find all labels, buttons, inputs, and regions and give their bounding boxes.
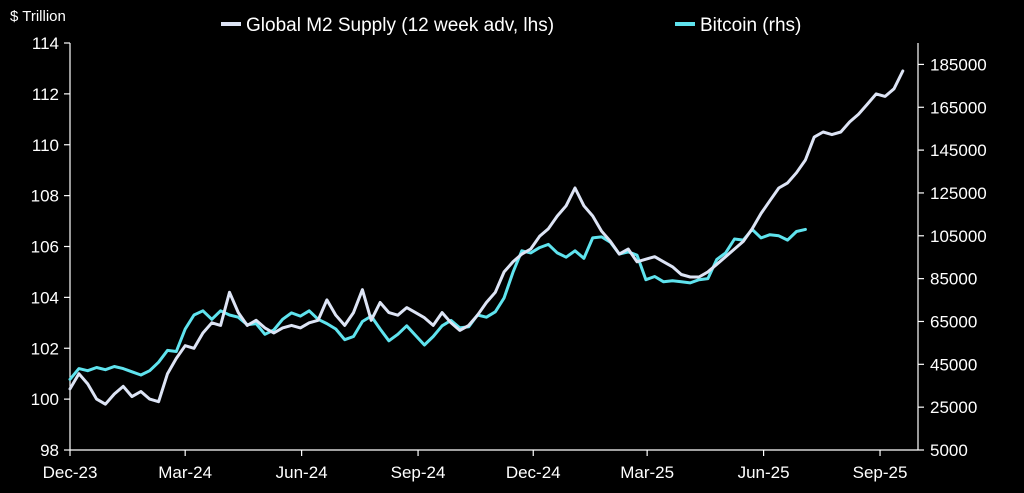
- right-y-tick-label: 165000: [930, 98, 987, 117]
- series-line-m2: [68, 69, 905, 406]
- legend: Global M2 Supply (12 week adv, lhs) Bitc…: [221, 15, 801, 36]
- x-tick-label: Mar-25: [620, 463, 674, 482]
- right-y-tick-label: 65000: [930, 312, 977, 331]
- right-y-tick-label: 125000: [930, 184, 987, 203]
- left-y-tick-label: 106: [31, 238, 59, 257]
- x-tick-label: Sep-25: [853, 463, 908, 482]
- x-tick-label: Jun-25: [738, 463, 790, 482]
- left-y-tick-label: 100: [31, 390, 59, 409]
- x-tick-label: Dec-23: [43, 463, 98, 482]
- series-line-bitcoin: [68, 227, 807, 381]
- right-y-tick-label: 105000: [930, 227, 987, 246]
- right-y-tick-label: 5000: [930, 441, 968, 460]
- right-y-tick-label: 145000: [930, 141, 987, 160]
- legend-label-bitcoin: Bitcoin (rhs): [700, 15, 801, 36]
- plot-area: [68, 69, 905, 406]
- x-tick-label: Dec-24: [506, 463, 561, 482]
- legend-label-m2: Global M2 Supply (12 week adv, lhs): [246, 15, 554, 36]
- right-y-tick-label: 85000: [930, 270, 977, 289]
- right-y-tick-label: 45000: [930, 355, 977, 374]
- x-tick-label: Mar-24: [158, 463, 212, 482]
- axes: 98 100 102 104 106 108 110 112 114 5000 25000 45000…: [31, 34, 987, 482]
- left-y-tick-label: 102: [31, 339, 59, 358]
- x-tick-label: Jun-24: [276, 463, 328, 482]
- x-tick-label: Sep-24: [391, 463, 446, 482]
- left-y-tick-label: 108: [31, 187, 59, 206]
- left-axis-unit-label: $ Trillion: [10, 8, 66, 25]
- left-y-tick-label: 98: [40, 441, 59, 460]
- left-y-tick-label: 112: [32, 85, 59, 104]
- right-y-tick-label: 25000: [930, 398, 977, 417]
- left-y-tick-label: 104: [31, 288, 59, 307]
- left-y-tick-label: 110: [32, 136, 59, 155]
- right-y-tick-label: 185000: [930, 55, 987, 74]
- left-y-tick-label: 114: [32, 34, 59, 53]
